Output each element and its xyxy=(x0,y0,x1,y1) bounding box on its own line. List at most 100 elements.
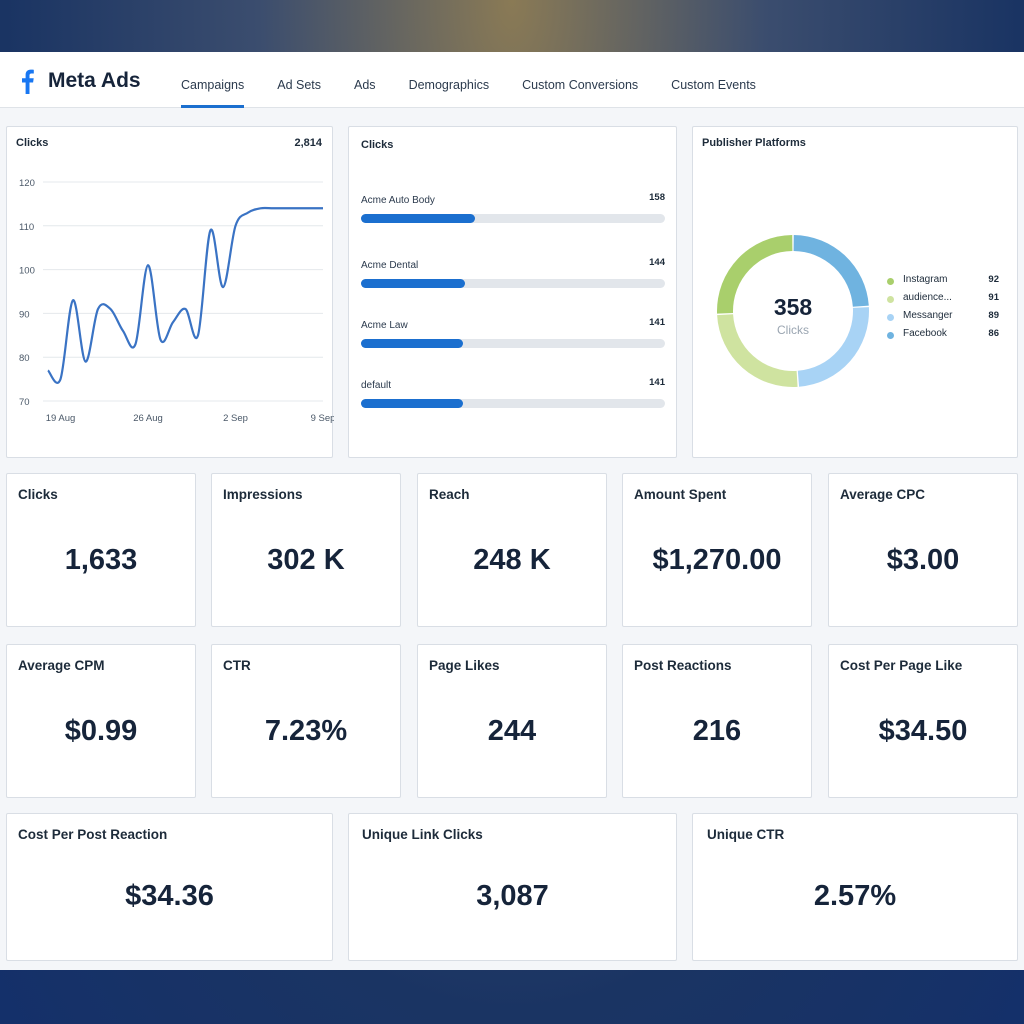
brand[interactable]: Meta Ads xyxy=(16,68,141,94)
clicks-total: 2,814 xyxy=(294,137,322,149)
metric-value: $3.00 xyxy=(886,544,960,576)
x-tick-label: 19 Aug xyxy=(46,413,76,424)
legend-item[interactable]: Messanger 89 xyxy=(887,310,999,328)
metric-title: Cost Per Page Like xyxy=(840,658,963,673)
facebook-icon xyxy=(16,68,38,94)
metric-title: Average CPC xyxy=(840,487,926,502)
legend-dot xyxy=(887,332,894,339)
legend-dot xyxy=(887,278,894,285)
line-chart: 70 80 90 100 110 120 19 Aug 26 Aug 2 Sep 9 Sep xyxy=(19,178,334,424)
metric-title: Unique CTR xyxy=(707,827,785,842)
metric-card-ctr: CTR 7.23% xyxy=(211,644,401,798)
tab-ads[interactable]: Ads xyxy=(354,78,376,92)
bar-value: 141 xyxy=(649,317,665,328)
metric-value: 2.57% xyxy=(813,880,897,912)
metric-card-unique-link-clicks: Unique Link Clicks 3,087 xyxy=(348,813,677,961)
legend-name: Instagram xyxy=(903,274,948,285)
metric-card-impressions: Impressions 302 K xyxy=(211,473,401,627)
bar-value: 141 xyxy=(649,377,665,388)
tab-ad-sets[interactable]: Ad Sets xyxy=(277,78,322,92)
tab-campaigns[interactable]: Campaigns xyxy=(181,52,245,108)
series-line xyxy=(47,206,323,384)
bar-fill xyxy=(361,399,464,408)
donut-slice xyxy=(717,235,793,314)
metric-card-average-cpc: Average CPC $3.00 xyxy=(828,473,1018,627)
top-navigation: Meta Ads Campaigns Ad Sets Ads Demograph… xyxy=(0,52,1024,108)
tab-custom-conversions[interactable]: Custom Conversions xyxy=(522,78,639,92)
metric-card-average-cpm: Average CPM $0.99 xyxy=(6,644,196,798)
bar-track xyxy=(361,214,665,223)
tab-bar: Campaigns Ad Sets Ads Demographics Custo… xyxy=(181,52,789,108)
legend-item[interactable]: Instagram 92 xyxy=(887,274,999,292)
metric-title: Amount Spent xyxy=(634,487,727,502)
y-tick-label: 80 xyxy=(19,353,30,364)
y-tick-label: 110 xyxy=(19,222,34,233)
bar-row[interactable]: Acme Auto Body 158 xyxy=(361,190,665,223)
metric-card-amount-spent: Amount Spent $1,270.00 xyxy=(622,473,812,627)
metric-value: $34.50 xyxy=(878,715,968,747)
metric-card-page-likes: Page Likes 244 xyxy=(417,644,607,798)
metric-title: Average CPM xyxy=(18,658,105,673)
bar-fill xyxy=(361,339,464,348)
metric-value: $1,270.00 xyxy=(652,544,782,576)
x-tick-label: 26 Aug xyxy=(133,413,163,424)
bar-label: Acme Law xyxy=(361,320,408,331)
donut-center-label: Clicks xyxy=(777,323,809,337)
bar-row[interactable]: default 141 xyxy=(361,375,665,408)
card-title: Publisher Platforms xyxy=(702,137,806,149)
bar-value: 158 xyxy=(649,192,665,203)
metric-value: 1,633 xyxy=(64,544,138,576)
card-title: Clicks xyxy=(16,137,49,149)
legend-item[interactable]: audience... 91 xyxy=(887,292,999,310)
metric-title: Cost Per Post Reaction xyxy=(18,827,168,842)
metric-card-reach: Reach 248 K xyxy=(417,473,607,627)
donut-slice xyxy=(717,314,798,387)
metric-value: 244 xyxy=(487,715,537,747)
y-tick-label: 120 xyxy=(19,178,35,189)
legend: Instagram 92 audience... 91 Messanger 89… xyxy=(887,274,999,346)
metric-title: Clicks xyxy=(18,487,58,502)
legend-item[interactable]: Facebook 86 xyxy=(887,328,999,346)
metric-title: CTR xyxy=(223,658,251,673)
legend-name: audience... xyxy=(903,292,952,303)
app-title: Meta Ads xyxy=(48,69,141,92)
dashboard: Meta Ads Campaigns Ad Sets Ads Demograph… xyxy=(0,52,1024,970)
metric-value: $34.36 xyxy=(125,880,214,912)
bar-fill xyxy=(361,279,466,288)
metric-title: Reach xyxy=(429,487,470,502)
legend-value: 92 xyxy=(988,274,999,285)
donut-chart: 358 Clicks xyxy=(717,235,869,387)
clicks-line-chart-card: Clicks 2,814 70 80 90 100 110 120 19 Aug 26 Aug… xyxy=(6,126,334,458)
x-tick-label: 2 Sep xyxy=(223,413,248,424)
tab-demographics[interactable]: Demographics xyxy=(408,78,490,92)
bar-row[interactable]: Acme Dental 144 xyxy=(361,255,665,288)
legend-value: 89 xyxy=(988,310,999,321)
legend-value: 86 xyxy=(988,328,999,339)
publisher-platforms-card: Publisher Platforms 358 Clicks Instagram… xyxy=(692,126,1018,458)
metric-card-cost-per-post-reaction: Cost Per Post Reaction $34.36 xyxy=(6,813,333,961)
metric-card-clicks: Clicks 1,633 xyxy=(6,473,196,627)
bar-row[interactable]: Acme Law 141 xyxy=(361,315,665,348)
legend-dot xyxy=(887,314,894,321)
x-tick-label: 9 Sep xyxy=(311,413,334,424)
bar-label: default xyxy=(361,380,392,391)
legend-dot xyxy=(887,296,894,303)
metric-title: Post Reactions xyxy=(634,658,732,673)
metric-value: 216 xyxy=(692,715,742,747)
bar-fill xyxy=(361,214,476,223)
donut-total: 358 xyxy=(774,294,813,320)
metric-card-post-reactions: Post Reactions 216 xyxy=(622,644,812,798)
metric-value: 7.23% xyxy=(264,715,348,747)
legend-name: Messanger xyxy=(903,310,953,321)
clicks-by-campaign-card: Clicks Acme Auto Body 158 Acme Dental 14… xyxy=(348,126,677,458)
bar-track xyxy=(361,339,665,348)
donut-slice xyxy=(797,307,869,387)
tab-custom-events[interactable]: Custom Events xyxy=(671,78,756,92)
bar-label: Acme Auto Body xyxy=(361,195,435,206)
metric-title: Unique Link Clicks xyxy=(362,827,483,842)
bar-value: 144 xyxy=(649,257,665,268)
metric-value: $0.99 xyxy=(64,715,138,747)
y-tick-label: 70 xyxy=(19,397,30,408)
metric-value: 3,087 xyxy=(476,880,549,912)
metric-value: 302 K xyxy=(267,544,345,576)
